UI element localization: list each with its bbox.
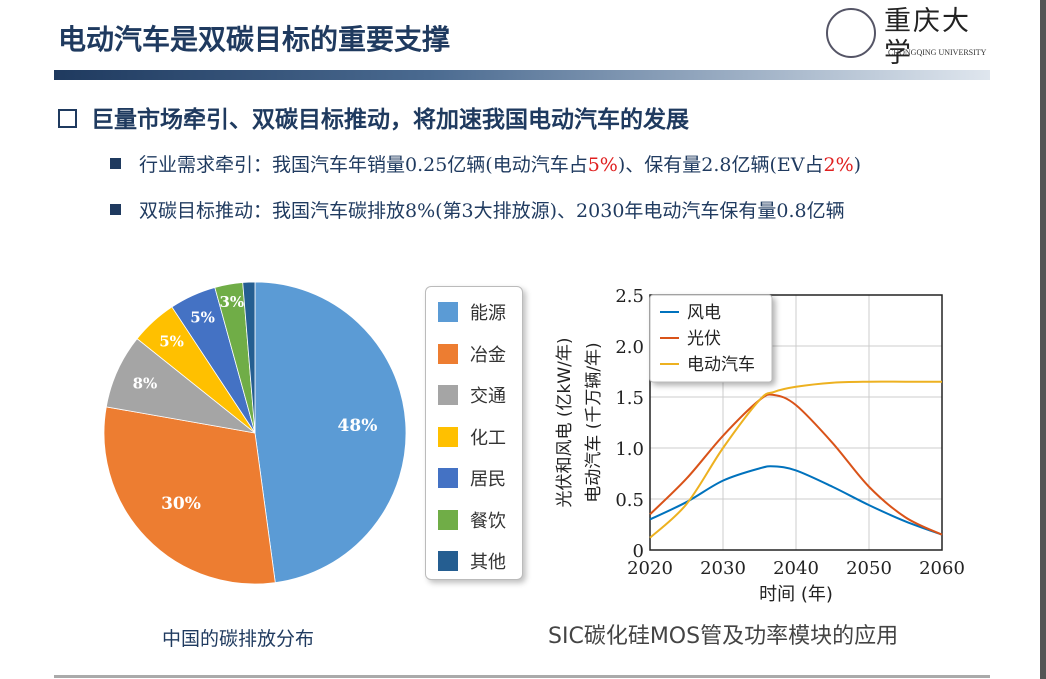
legend-swatch (438, 385, 458, 405)
series-line-光伏 (649, 393, 943, 536)
legend-swatch (438, 343, 458, 364)
legend-item-能源: 能源 (438, 299, 506, 325)
pie-data-label: 5% (159, 332, 184, 350)
legend-swatch (438, 509, 458, 530)
legend-label: 居民 (470, 469, 506, 490)
highlight: 5% (587, 154, 618, 176)
legend-label: 电动汽车 (687, 355, 755, 375)
logo-text: 重庆大学 (884, 6, 971, 69)
bullet-text: 行业需求牵引：我国汽车年销量0.25亿辆(电动汽车占 (139, 154, 588, 176)
series-line-风电 (649, 465, 943, 536)
pie-chart: 48%30%8%5%5%3% (103, 281, 407, 585)
bullet-2: 双碳目标推动：我国汽车碳排放8%(第3大排放源)、2030年电动汽车保有量0.8… (110, 196, 845, 223)
bullet-text: 双碳目标推动：我国汽车碳排放8%(第3大排放源)、2030年电动汽车保有量0.8… (139, 200, 845, 222)
x-tick-label: 2030 (700, 558, 746, 579)
y-tick-label: 0.5 (615, 490, 644, 511)
legend-item-餐饮: 餐饮 (438, 507, 506, 533)
pie-slice-其他 (242, 281, 256, 434)
x-tick-label: 2050 (846, 558, 892, 579)
slide-title: 电动汽车是双碳目标的重要支撑 (58, 23, 451, 56)
legend-item-化工: 化工 (438, 424, 506, 450)
legend-label: 冶金 (470, 344, 506, 366)
y-tick-label: 1.0 (615, 439, 644, 460)
legend-item-交通: 交通 (438, 382, 506, 408)
pie-slice-冶金 (103, 406, 276, 585)
legend-swatch (438, 426, 458, 447)
legend-label: 化工 (470, 427, 506, 449)
highlight: 2% (823, 154, 854, 176)
y-tick-label: 0 (633, 541, 644, 562)
university-logo: 重庆大学 CHONGQING UNIVERSITY (826, 6, 996, 69)
x-axis-label: 时间 (年) (759, 584, 833, 605)
legend-swatch (438, 551, 458, 571)
legend-item-居民: 居民 (438, 465, 506, 491)
bullet-1: 行业需求牵引：我国汽车年销量0.25亿辆(电动汽车占5%)、保有量2.8亿辆(E… (110, 150, 861, 177)
y-axis-label: 光伏和风电 (亿kW/年) (555, 337, 575, 507)
pie-caption: 中国的碳排放分布 (162, 628, 315, 650)
pie-slice-能源 (254, 281, 407, 584)
window-edge (1040, 0, 1046, 679)
line-chart: 2020 2030 2040 2050 2060 0 0.5 1.0 1.5 2.0 2.5 风电光伏… (555, 286, 965, 605)
bullet-icon (110, 204, 121, 215)
legend-label: 光伏 (687, 329, 721, 349)
pie-data-label: 8% (133, 374, 158, 392)
y-tick-label: 2.5 (615, 286, 644, 307)
bullet-icon (110, 158, 121, 169)
legend-item-冶金: 冶金 (438, 341, 506, 367)
y-tick-label: 2.0 (615, 337, 644, 358)
pie-legend: 能源冶金交通化工居民餐饮其他 (425, 286, 523, 580)
logo-subtext: CHONGQING UNIVERSITY (888, 48, 987, 57)
x-tick-label: 2060 (919, 558, 965, 579)
series-line-电动汽车 (649, 380, 942, 539)
bullet-text: )、保有量2.8亿辆(EV占 (617, 154, 824, 176)
plot-frame (649, 294, 943, 551)
footer-line (54, 675, 990, 678)
seal-icon (826, 8, 876, 58)
y-tick-label: 1.5 (615, 388, 644, 409)
pie-data-label: 30% (161, 494, 201, 514)
heading-text: 巨量市场牵引、双碳目标推动，将加速我国电动汽车的发展 (91, 107, 689, 133)
pie-data-label: 3% (219, 293, 244, 311)
x-tick-label: 2020 (627, 558, 673, 579)
legend-label: 其他 (470, 552, 506, 573)
pie-data-label: 5% (190, 308, 215, 326)
pie-data-label: 48% (338, 416, 378, 436)
y-axis-label: 电动汽车 (千万辆/年) (584, 342, 604, 502)
legend-label: 餐饮 (470, 510, 506, 532)
title-underline (54, 70, 990, 80)
legend-item-其他: 其他 (438, 548, 506, 574)
legend-label: 能源 (470, 303, 506, 324)
legend-label: 交通 (470, 386, 506, 407)
heading: 巨量市场牵引、双碳目标推动，将加速我国电动汽车的发展 (58, 100, 689, 134)
legend-swatch (438, 302, 458, 322)
bullet-text: ) (853, 154, 862, 176)
checkbox-bullet-icon (58, 109, 77, 128)
watermark: SIC碳化硅MOS管及功率模块的应用 (548, 624, 899, 649)
legend-label: 风电 (687, 303, 721, 323)
legend-swatch (438, 468, 458, 488)
line-legend (649, 294, 773, 383)
x-tick-label: 2040 (773, 558, 819, 579)
